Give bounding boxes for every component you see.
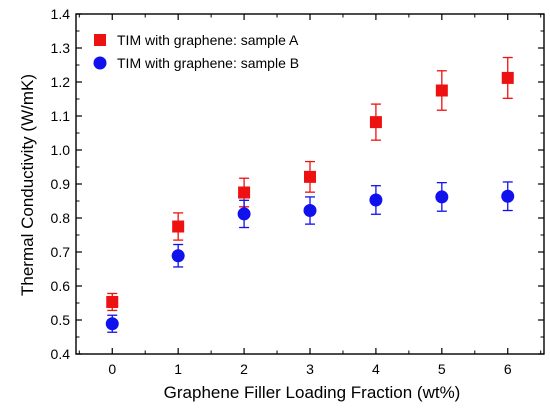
data-point-series-1 (435, 84, 448, 97)
y-tick-label: 0.9 (51, 176, 71, 192)
data-point-series-2 (105, 317, 119, 331)
data-point-series-1 (304, 170, 316, 183)
y-tick-label: 1.1 (51, 108, 71, 124)
x-axis-title: Graphene Filler Loading Fraction (wt%) (164, 383, 461, 402)
y-tick-label: 0.8 (51, 210, 71, 226)
data-point-series-2 (369, 193, 383, 207)
y-tick-label: 0.5 (51, 312, 71, 328)
legend-item-series-2: TIM with graphene: sample B (93, 55, 299, 71)
x-tick-label: 0 (108, 361, 116, 377)
x-tick-label: 2 (240, 361, 248, 377)
legend-label: TIM with graphene: sample B (117, 55, 299, 71)
data-point-series-1 (501, 71, 514, 84)
x-tick-label: 5 (438, 361, 446, 377)
data-point-series-2 (303, 204, 317, 218)
y-tick-label: 1.0 (51, 142, 71, 158)
legend-item-series-1: TIM with graphene: sample A (94, 32, 299, 48)
y-tick-label: 1.3 (51, 40, 71, 56)
legend-marker-circle (93, 56, 107, 70)
data-point-series-2 (435, 190, 449, 204)
data-point-series-1 (172, 220, 185, 233)
y-tick-label: 0.7 (51, 244, 71, 260)
x-tick-label: 1 (174, 361, 182, 377)
data-point-series-1 (369, 116, 382, 129)
data-point-series-1 (106, 295, 119, 308)
data-point-series-1 (238, 186, 251, 199)
data-point-series-2 (237, 207, 251, 221)
x-tick-label: 3 (306, 361, 314, 377)
legend-marker-square (94, 34, 106, 46)
x-tick-label: 4 (372, 361, 380, 377)
y-tick-label: 1.2 (51, 74, 71, 90)
y-tick-label: 1.4 (51, 6, 71, 22)
data-point-series-2 (171, 249, 185, 263)
y-axis-title: Thermal Conductivity (W/mK) (18, 74, 37, 296)
y-tick-label: 0.6 (51, 278, 71, 294)
y-tick-label: 0.4 (51, 346, 71, 362)
legend-label: TIM with graphene: sample A (117, 32, 299, 48)
x-tick-label: 6 (504, 361, 512, 377)
data-point-series-2 (501, 189, 515, 203)
